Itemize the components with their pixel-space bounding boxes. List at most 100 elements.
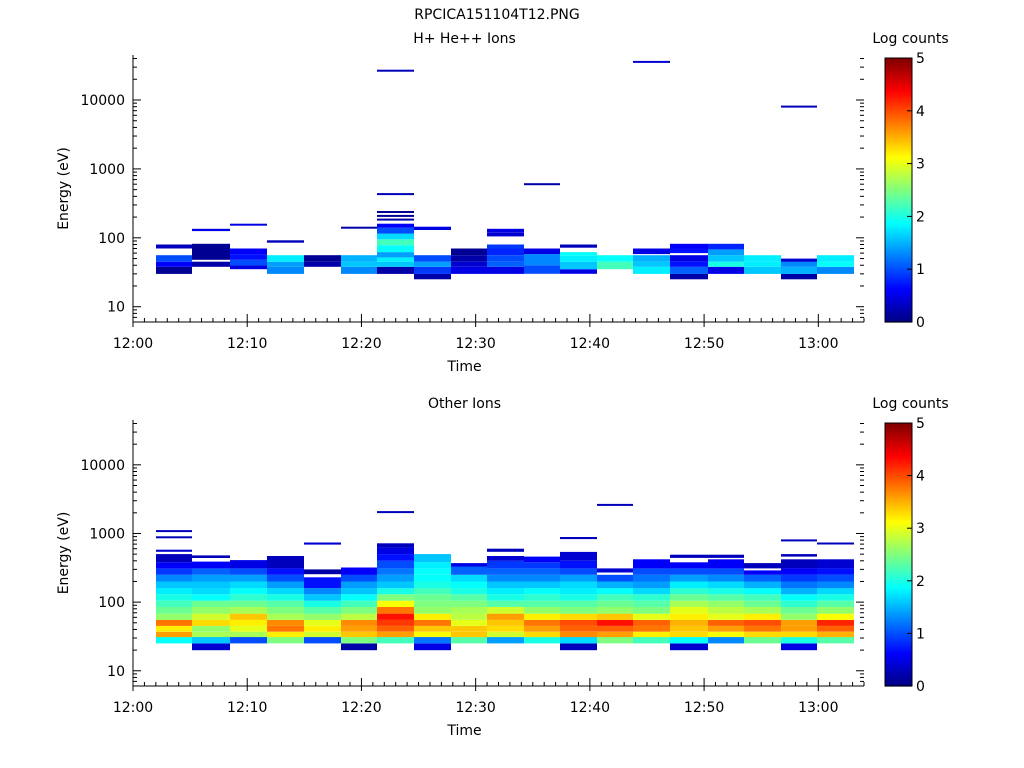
heatmap-cell: [560, 560, 597, 569]
heatmap-cell: [524, 183, 560, 186]
heatmap-cell: [230, 581, 267, 589]
heatmap-cell: [817, 637, 854, 644]
heatmap-cell: [304, 569, 341, 575]
heatmap-cell: [708, 261, 744, 267]
colorbar-segment: [885, 598, 912, 602]
heatmap-cell: [156, 600, 192, 607]
heatmap-cell: [414, 631, 451, 638]
heatmap-cell: [524, 625, 560, 632]
heatmap-cell: [781, 631, 817, 638]
colorbar-segment: [885, 108, 912, 112]
heatmap-cell: [414, 554, 451, 563]
colorbar-segment: [885, 157, 912, 160]
colorbar-segment: [885, 192, 912, 195]
heatmap-cell: [230, 588, 267, 595]
colorbar-segment: [885, 126, 912, 129]
heatmap-cell: [597, 255, 633, 262]
colorbar-segment: [885, 677, 912, 681]
heatmap-cell: [304, 588, 341, 595]
colorbar-segment: [885, 280, 912, 283]
heatmap-cell: [670, 554, 708, 558]
heatmap-cell: [377, 257, 414, 262]
colorbar-tick-label: 0: [916, 315, 925, 331]
heatmap-cell: [156, 530, 192, 533]
colorbar-segment: [885, 672, 912, 676]
heatmap-cell: [377, 594, 414, 601]
heatmap-cell: [156, 568, 192, 575]
heatmap-cell: [670, 574, 708, 582]
colorbar-segment: [885, 183, 912, 187]
heatmap-cell: [414, 600, 451, 607]
colorbar-segment: [885, 622, 912, 626]
colorbar-segment: [885, 506, 912, 510]
colorbar-segment: [885, 567, 912, 571]
heatmap-cell: [708, 588, 744, 595]
colorbar-segment: [885, 148, 912, 151]
colorbar-tick-label: 2: [916, 574, 925, 590]
heatmap-cell: [670, 255, 708, 262]
colorbar-label: Log counts: [872, 31, 948, 47]
heatmap-cell: [267, 631, 304, 638]
colorbar-segment: [885, 267, 912, 270]
heatmap-cell: [267, 240, 304, 243]
heatmap-cell: [156, 631, 192, 638]
heatmap-cell: [156, 244, 192, 249]
colorbar-segment: [885, 499, 912, 503]
x-tick-label: 12:40: [570, 336, 610, 352]
colorbar-segment: [885, 675, 912, 678]
heatmap-cell: [817, 581, 854, 589]
colorbar-segment: [885, 132, 912, 136]
heatmap-cell: [524, 588, 560, 595]
heatmap-cell: [817, 574, 854, 582]
heatmap-cell: [304, 600, 341, 607]
colorbar-segment: [885, 578, 912, 582]
y-tick-label: 1000: [89, 162, 125, 178]
heatmap-cell: [633, 60, 670, 63]
colorbar-segment: [885, 482, 912, 485]
heatmap-cell: [267, 266, 304, 274]
heatmap-cell: [670, 613, 708, 620]
heatmap-cell: [670, 625, 708, 632]
heatmap-cell: [451, 261, 487, 267]
heatmap-cell: [781, 613, 817, 620]
heatmap-cell: [192, 600, 230, 607]
heatmap-cell: [633, 619, 670, 626]
colorbar-segment: [885, 205, 912, 209]
heatmap-cell: [192, 637, 230, 644]
colorbar-segment: [885, 223, 912, 226]
colorbar-segment: [885, 66, 912, 70]
heatmap-cell: [487, 607, 524, 614]
heatmap-cell: [781, 619, 817, 626]
colorbar-segment: [885, 517, 912, 521]
colorbar-segment: [885, 174, 912, 178]
heatmap-cell: [633, 581, 670, 589]
colorbar-segment: [885, 565, 912, 569]
colorbar-segment: [885, 600, 912, 604]
heatmap-cell: [230, 594, 267, 601]
heatmap-cell: [341, 600, 377, 607]
heatmap-cell: [633, 574, 670, 582]
colorbar-segment: [885, 115, 912, 118]
heatmap-cell: [377, 245, 414, 253]
x-tick-label: 12:10: [227, 700, 267, 716]
heatmap-cell: [414, 574, 451, 582]
heatmap-cell: [377, 600, 414, 607]
colorbar-segment: [885, 170, 912, 173]
colorbar-segment: [885, 60, 912, 63]
colorbar-segment: [885, 82, 912, 85]
heatmap-cell: [414, 581, 451, 589]
heatmap-cell: [524, 607, 560, 614]
heatmap-cell: [817, 255, 854, 262]
heatmap-cell: [708, 574, 744, 582]
colorbar-segment: [885, 80, 912, 83]
colorbar-segment: [885, 113, 912, 116]
heatmap-cell: [192, 625, 230, 632]
heatmap-cell: [670, 562, 708, 569]
colorbar-segment: [885, 629, 912, 632]
heatmap-cell: [708, 607, 744, 614]
heatmap-cell: [524, 613, 560, 620]
heatmap-cell: [377, 214, 414, 217]
colorbar-segment: [885, 176, 912, 180]
